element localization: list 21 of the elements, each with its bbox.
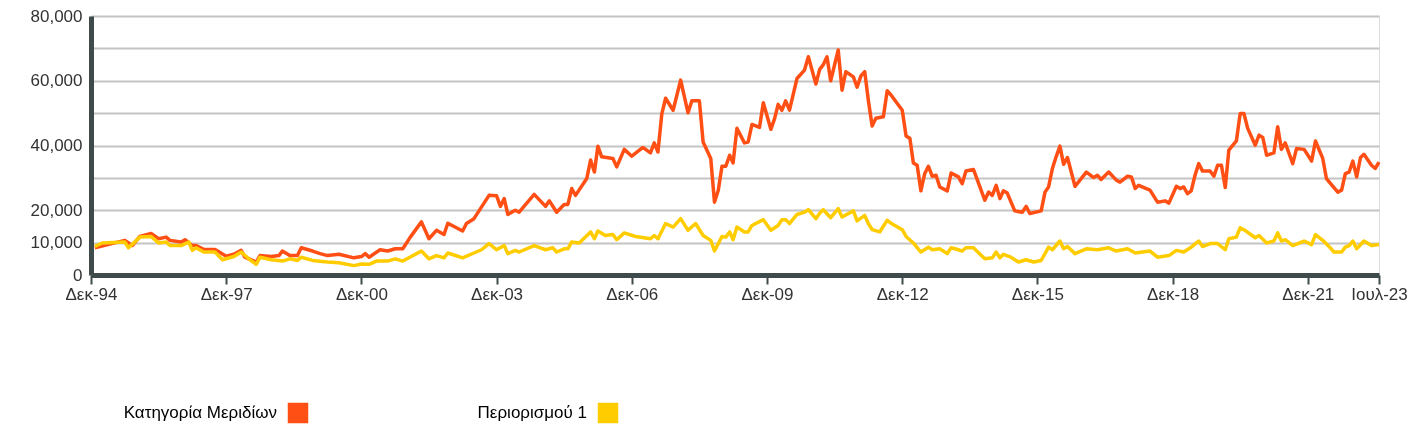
x-tick-label: Δεκ-21 [1282,284,1335,304]
y-tick-label: 0 [73,265,83,285]
x-tick-label: Δεκ-94 [65,284,118,304]
x-tick-label: Δεκ-97 [200,284,253,304]
x-tick-label: Δεκ-00 [335,284,388,304]
y-tick-label: 80,000 [30,6,83,26]
legend-label: Κατηγορία Μεριδίων [123,403,277,422]
x-tick-label: Δεκ-03 [471,284,524,304]
y-tick-label: 20,000 [30,200,83,220]
legend-label: Περιορισμού 1 [477,403,587,422]
x-tick-label: Δεκ-15 [1011,284,1064,304]
y-tick-label: 40,000 [30,136,83,155]
x-tick-label: Δεκ-06 [606,284,659,304]
x-tick-label: Δεκ-18 [1147,284,1200,304]
x-tick-label: Ιουλ-23 [1351,284,1408,304]
y-tick-label: 10,000 [30,233,83,253]
y-tick-label: 60,000 [30,71,83,91]
x-tick-label: Δεκ-12 [876,284,929,304]
line-series [93,48,1381,264]
x-tick-label: Δεκ-09 [741,284,794,304]
line-series [93,206,1381,268]
